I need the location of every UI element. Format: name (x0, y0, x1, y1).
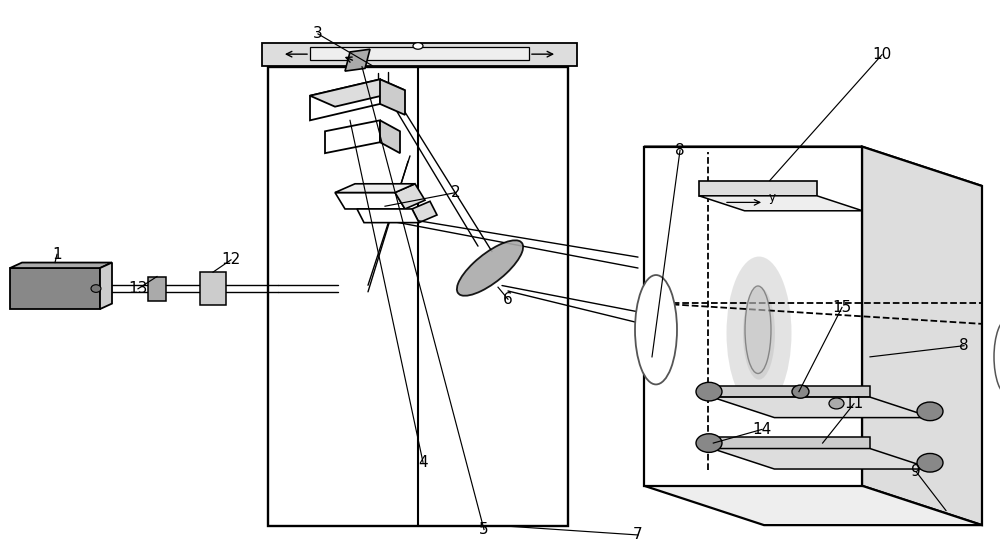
Polygon shape (712, 397, 932, 417)
Polygon shape (345, 49, 370, 71)
Polygon shape (100, 263, 112, 309)
Bar (200, 272, 226, 305)
Polygon shape (357, 209, 419, 223)
Text: 8: 8 (675, 143, 685, 158)
Ellipse shape (917, 453, 943, 472)
Ellipse shape (829, 398, 844, 409)
Polygon shape (699, 196, 863, 211)
Text: 4: 4 (418, 455, 428, 470)
Ellipse shape (792, 385, 809, 398)
Bar (268, 67, 568, 526)
Polygon shape (335, 193, 405, 209)
Text: 1: 1 (52, 247, 62, 262)
Bar (310, 47, 529, 60)
Ellipse shape (917, 402, 943, 421)
Polygon shape (380, 79, 405, 115)
Text: 8: 8 (959, 338, 969, 353)
Text: 2: 2 (451, 185, 461, 200)
Polygon shape (335, 184, 415, 193)
Polygon shape (325, 120, 380, 153)
Ellipse shape (91, 284, 101, 292)
Text: 7: 7 (633, 527, 643, 543)
Text: y: y (769, 191, 776, 203)
Polygon shape (412, 201, 437, 223)
Bar (148, 277, 166, 301)
Text: 6: 6 (503, 292, 513, 307)
Polygon shape (380, 120, 400, 153)
Polygon shape (310, 79, 380, 120)
Ellipse shape (696, 382, 722, 401)
Polygon shape (10, 263, 112, 268)
Ellipse shape (413, 43, 423, 49)
Polygon shape (310, 79, 405, 107)
Polygon shape (395, 184, 425, 209)
Text: 10: 10 (872, 47, 892, 62)
Ellipse shape (635, 275, 677, 385)
Ellipse shape (745, 286, 771, 374)
Text: 11: 11 (844, 396, 864, 411)
Text: 9: 9 (911, 464, 921, 479)
Bar (712, 386, 870, 397)
Text: 12: 12 (221, 252, 241, 267)
Bar (262, 43, 577, 66)
Text: 15: 15 (832, 300, 852, 315)
Polygon shape (644, 147, 982, 186)
Ellipse shape (696, 434, 722, 452)
Polygon shape (862, 147, 982, 525)
Bar (10, 268, 100, 309)
Polygon shape (712, 449, 932, 469)
Text: 3: 3 (313, 26, 323, 42)
Ellipse shape (726, 257, 792, 410)
Text: 5: 5 (479, 522, 489, 537)
Polygon shape (644, 486, 982, 525)
Bar (644, 147, 862, 486)
Ellipse shape (994, 318, 1000, 395)
Ellipse shape (457, 240, 523, 296)
Ellipse shape (743, 287, 775, 380)
Bar (699, 181, 817, 196)
Text: 14: 14 (752, 422, 772, 437)
Bar (712, 437, 870, 449)
Text: 13: 13 (128, 281, 148, 296)
